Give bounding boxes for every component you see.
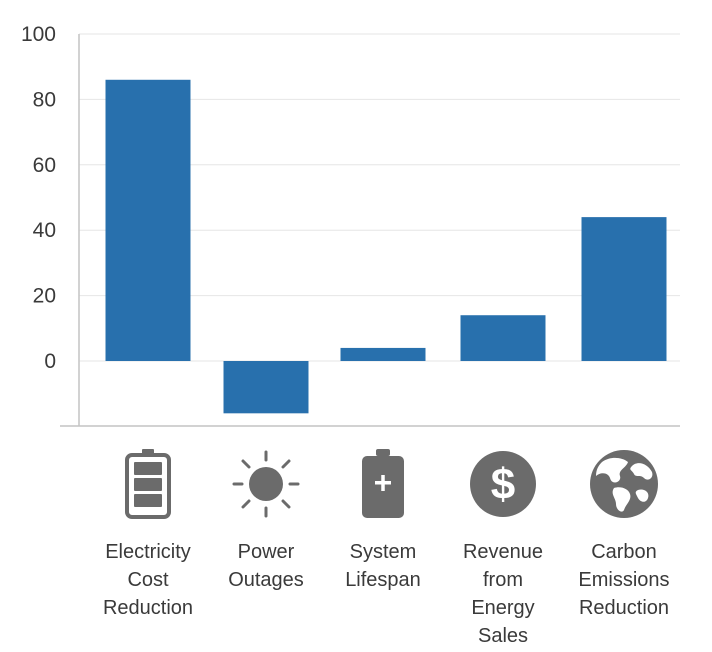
bar [460,315,546,361]
svg-text:$: $ [491,460,515,509]
x-tick-label: System Lifespan [323,538,443,594]
x-tick-label: Carbon Emissions Reduction [564,538,684,622]
bar [105,79,191,361]
y-tick-label: 60 [33,154,56,177]
category-label: System Lifespan [345,541,421,591]
y-tick-label: 80 [33,88,56,111]
y-tick-label: 20 [33,285,56,308]
category-label: Power Outages [228,541,304,591]
battery-icon [125,449,171,519]
battery-plus-icon [362,449,404,518]
x-tick-label: Electricity Cost Reduction [88,538,208,622]
x-tick-label: Power Outages [206,538,326,594]
category-label: Revenue from Energy Sales [462,541,544,647]
dollar-circle-icon: $ [470,451,536,517]
x-tick-label: Revenue from Energy Sales [443,538,563,650]
bar [581,217,667,361]
y-tick-label: 0 [44,350,56,373]
y-tick-label: 100 [21,23,56,46]
bars [105,79,667,414]
bar [340,347,426,361]
bar [223,361,309,414]
category-label: Carbon Emissions Reduction [578,541,670,619]
sun-icon [232,450,300,518]
y-axis-ticks: 100 80 60 40 20 0 [21,23,56,373]
y-tick-label: 40 [33,219,56,242]
globe-icon [590,450,658,518]
category-label: Electricity Cost Reduction [102,541,194,619]
